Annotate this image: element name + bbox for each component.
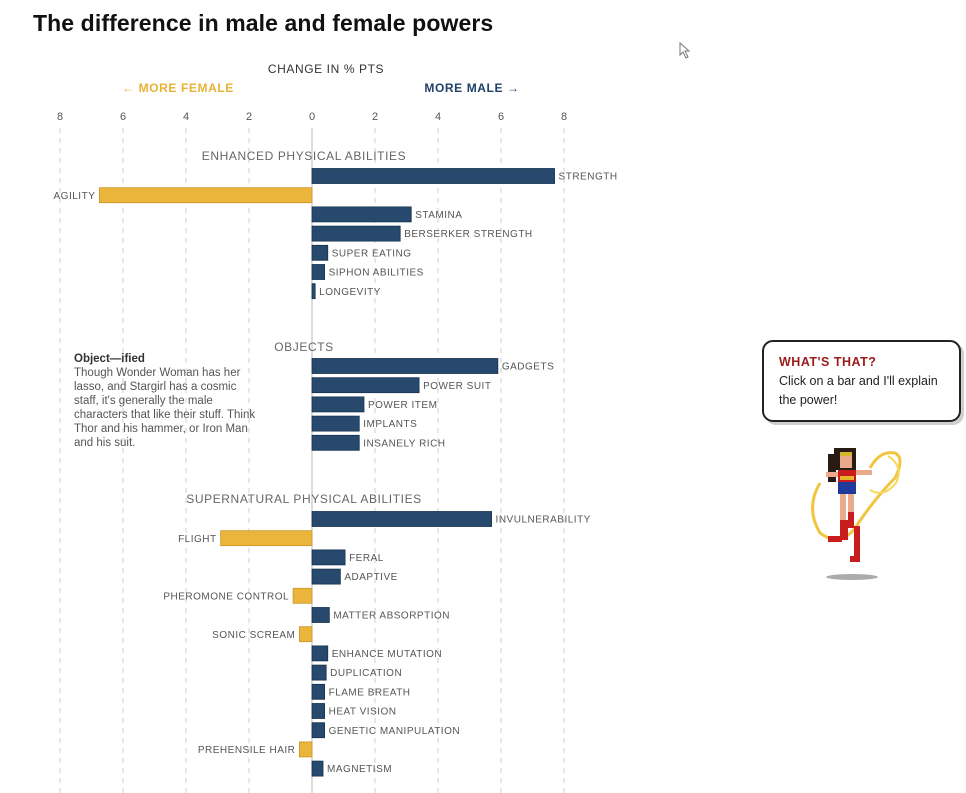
bar-label: GADGETS [502,362,554,373]
bar-label: ADAPTIVE [344,572,397,583]
bar-genetic-manipulation[interactable] [311,722,326,739]
bar-agility[interactable] [98,187,313,204]
bar-feral[interactable] [311,549,346,566]
bar-label: AGILITY [54,191,96,202]
bar-flame-breath[interactable] [311,683,326,700]
x-tick-label: 6 [120,111,126,123]
bar-label: SONIC SCREAM [212,630,295,641]
bar-label: ENHANCE MUTATION [332,649,442,660]
bar-label: STAMINA [415,210,462,221]
bars: ENHANCED PHYSICAL ABILITIES STRENGTH AGILI… [54,149,618,777]
bar-label: MATTER ABSORPTION [333,611,450,622]
annotation-text: Though Wonder Woman has her lasso, and S… [74,367,256,449]
bar-label: FLIGHT [178,534,217,545]
bar-label: POWER ITEM [368,400,437,411]
pixel-hero-icon [811,448,902,580]
bar-prehensile-hair[interactable] [298,741,313,758]
page-title: The difference in male and female powers [33,10,494,36]
x-axis-title: CHANGE IN % PTS [268,62,384,76]
bar-invulnerability[interactable] [311,511,492,527]
bar-label: FLAME BREATH [329,687,411,698]
x-tick-label: 8 [561,111,567,123]
bar-duplication[interactable] [311,664,327,681]
bar-heat-vision[interactable] [311,703,326,719]
x-tick-label: 2 [246,111,252,123]
gridlines [59,128,565,793]
bar-adaptive[interactable] [311,568,341,585]
axis-header: CHANGE IN % PTS ← MORE FEMALE MORE MALE → [122,62,519,95]
bar-label: GENETIC MANIPULATION [329,726,461,737]
more-female-label: ← MORE FEMALE [122,81,234,95]
bar-label: DUPLICATION [330,668,402,679]
bar-label: PREHENSILE HAIR [198,745,296,756]
bar-label: INVULNERABILITY [496,515,591,526]
x-tick-label: 4 [435,111,441,123]
x-tick-label: 6 [498,111,504,123]
bar-label: INSANELY RICH [363,438,445,449]
annotation-heading: Object—ified [74,353,145,365]
bar-label: IMPLANTS [363,419,417,430]
x-tick-label: 8 [57,111,63,123]
speech-bubble-title: WHAT'S THAT? [779,355,877,369]
bar-power-suit[interactable] [311,377,420,394]
bar-label: POWER SUIT [423,381,491,392]
annotation-object-ified: Object—ified Though Wonder Woman has her… [74,352,264,450]
bar-sonic-scream[interactable] [298,626,313,643]
group-header: OBJECTS [274,340,334,354]
bar-label: MAGNETISM [327,764,392,775]
bar-insanely-rich[interactable] [311,434,360,451]
bar-super-eating[interactable] [311,244,329,261]
bar-pheromone-control[interactable] [292,587,313,604]
speech-bubble-text: Click on a bar and I'll explain the powe… [779,374,938,407]
speech-bubble: WHAT'S THAT? Click on a bar and I'll exp… [762,340,961,422]
bar-label: BERSERKER STRENGTH [404,229,532,240]
bar-label: SIPHON ABILITIES [329,268,424,279]
bar-longevity[interactable] [311,283,316,300]
bar-label: STRENGTH [559,172,618,183]
bar-stamina[interactable] [311,206,412,223]
group-header: ENHANCED PHYSICAL ABILITIES [202,149,406,163]
bar-flight[interactable] [220,530,313,547]
bar-label: SUPER EATING [332,248,412,259]
bar-matter-absorption[interactable] [311,607,330,623]
bar-implants[interactable] [311,415,360,432]
axis-ticks: 8 6 4 2 0 2 4 6 8 [57,111,567,123]
bar-magnetism[interactable] [311,760,324,777]
bar-gadgets[interactable] [311,358,499,374]
x-tick-label: 2 [372,111,378,123]
more-male-label: MORE MALE → [424,81,519,95]
bar-label: FERAL [349,553,384,564]
bar-siphon-abilities[interactable] [311,264,326,280]
x-tick-label: 4 [183,111,189,123]
bar-label: HEAT VISION [329,707,397,718]
x-tick-label: 0 [309,111,315,123]
bar-label: PHEROMONE CONTROL [163,591,289,602]
bar-label: LONGEVITY [319,287,381,298]
mouse-cursor-icon [679,42,691,59]
bar-enhance-mutation[interactable] [311,645,329,662]
group-header: SUPERNATURAL PHYSICAL ABILITIES [186,492,422,506]
bar-berserker-strength[interactable] [311,225,401,242]
bar-strength[interactable] [311,168,555,184]
bar-power-item[interactable] [311,396,365,413]
